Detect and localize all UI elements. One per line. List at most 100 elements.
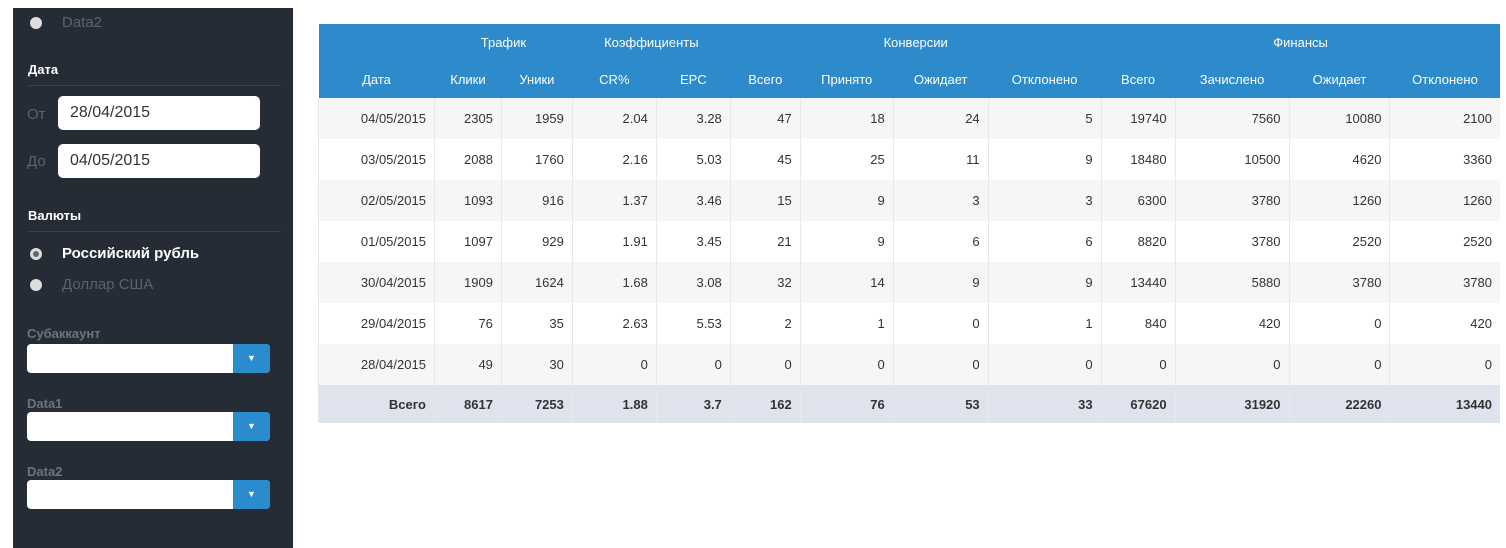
table-cell: 3.28: [655, 98, 731, 139]
table-cell: 6: [987, 221, 1102, 262]
table-cell: 0: [1389, 344, 1500, 385]
table-cell: 3780: [1174, 221, 1290, 262]
date-section-title: Дата: [28, 62, 281, 86]
radio-data2[interactable]: Data2: [30, 14, 102, 31]
column-header[interactable]: Отклонено: [988, 61, 1102, 98]
column-header[interactable]: Уники: [501, 61, 573, 98]
table-cell: 0: [571, 344, 657, 385]
table-cell: 1909: [433, 262, 502, 303]
table-cell: 1760: [500, 139, 573, 180]
column-header[interactable]: Принято: [800, 61, 894, 98]
radio-icon: [30, 16, 42, 29]
currency-section-title: Валюты: [28, 208, 281, 232]
table-cell: 1.68: [571, 262, 657, 303]
from-label: От: [27, 106, 46, 123]
chevron-down-icon[interactable]: ▼: [233, 412, 270, 441]
radio-usd[interactable]: Доллар США: [30, 276, 153, 293]
column-header[interactable]: Клики: [434, 61, 502, 98]
subaccount-label: Субаккаунт: [27, 326, 101, 341]
table-cell: 5: [987, 98, 1102, 139]
table-cell: 1624: [500, 262, 573, 303]
column-header[interactable]: EPC: [656, 61, 731, 98]
table-cell: 3780: [1174, 180, 1290, 221]
table-cell: 18480: [1100, 139, 1176, 180]
table-cell: 1: [987, 303, 1102, 344]
column-header[interactable]: Всего: [1101, 61, 1176, 98]
table-cell: 01/05/2015: [318, 221, 435, 262]
date-to-input[interactable]: 04/05/2015: [58, 144, 260, 178]
table-cell: 420: [1389, 303, 1500, 344]
total-row: Всего 8617 7253 1.88 3.7 162 76 53 33 67620 31920 2…: [318, 385, 1500, 423]
table-cell: 5.03: [655, 139, 731, 180]
table-cell: 0: [729, 344, 801, 385]
table-cell: 29/04/2015: [318, 303, 435, 344]
table-row: 01/05/2015 1097 929 1.91 3.45 21 9 6 6 8820 3780 25…: [318, 221, 1500, 262]
table-cell: 7253: [500, 385, 573, 423]
table-cell: 0: [655, 344, 731, 385]
table-cell: 3: [892, 180, 989, 221]
date-from-input[interactable]: 28/04/2015: [58, 96, 260, 130]
stats-table: Трафик Коэффициенты Конверсии Финансы Да…: [318, 24, 1500, 423]
column-header[interactable]: Ожидает: [893, 61, 989, 98]
table-cell: 25: [799, 139, 894, 180]
table-cell: 3780: [1288, 262, 1390, 303]
data1-select[interactable]: ▼: [27, 412, 270, 441]
table-cell: 49: [433, 344, 502, 385]
table-cell: 3.46: [655, 180, 731, 221]
radio-rub[interactable]: Российский рубль: [30, 245, 199, 262]
table-cell: 3: [987, 180, 1102, 221]
group-header-traffic: Трафик: [434, 24, 573, 61]
table-cell: 33: [987, 385, 1102, 423]
subaccount-select[interactable]: ▼: [27, 344, 270, 373]
table-cell: 45: [729, 139, 801, 180]
column-header[interactable]: Всего: [730, 61, 801, 98]
chevron-down-icon[interactable]: ▼: [233, 344, 270, 373]
table-cell: 6: [892, 221, 989, 262]
table-row: 02/05/2015 1093 916 1.37 3.46 15 9 3 3 6300 3780 12…: [318, 180, 1500, 221]
table-cell: 840: [1100, 303, 1176, 344]
table-cell: 19740: [1100, 98, 1176, 139]
table-cell: 1.88: [571, 385, 657, 423]
radio-label: Российский рубль: [62, 245, 200, 262]
table-cell: 8617: [433, 385, 502, 423]
table-cell: 0: [1100, 344, 1176, 385]
table-cell: 3.45: [655, 221, 731, 262]
table-cell: 2: [729, 303, 801, 344]
table-cell: 7560: [1174, 98, 1290, 139]
table-cell: 22260: [1288, 385, 1390, 423]
table-cell: 13440: [1389, 385, 1500, 423]
column-header[interactable]: Зачислено: [1175, 61, 1290, 98]
table-cell: 10500: [1174, 139, 1290, 180]
table-cell: 13440: [1100, 262, 1176, 303]
table-cell: 10080: [1288, 98, 1390, 139]
table-row: 28/04/2015 49 30 0 0 0 0 0 0 0 0 0 0: [318, 344, 1500, 385]
chevron-down-icon[interactable]: ▼: [233, 480, 270, 509]
group-header-finance: Финансы: [1101, 24, 1500, 61]
table-cell: 1959: [500, 98, 573, 139]
table-row: 29/04/2015 76 35 2.63 5.53 2 1 0 1 840 420 0 420: [318, 303, 1500, 344]
table-cell: 420: [1174, 303, 1290, 344]
column-header[interactable]: Ожидает: [1289, 61, 1390, 98]
column-header[interactable]: Дата: [318, 61, 435, 98]
table-cell: 1.91: [571, 221, 657, 262]
table-cell: 2305: [433, 98, 502, 139]
table-row: 04/05/2015 2305 1959 2.04 3.28 47 18 24 5 19740 75…: [318, 98, 1500, 139]
table-cell: 929: [500, 221, 573, 262]
table-cell: 2088: [433, 139, 502, 180]
table-cell: 1: [799, 303, 894, 344]
table-cell: 2520: [1288, 221, 1390, 262]
table-cell: 04/05/2015: [318, 98, 435, 139]
table-cell: 5880: [1174, 262, 1290, 303]
table-cell: 2.63: [571, 303, 657, 344]
table-cell: 30/04/2015: [318, 262, 435, 303]
table-cell: 0: [1288, 303, 1390, 344]
table-cell: 162: [729, 385, 801, 423]
table-cell: 53: [892, 385, 989, 423]
column-header[interactable]: Отклонено: [1389, 61, 1500, 98]
data1-label: Data1: [27, 396, 63, 411]
table-cell: 67620: [1100, 385, 1176, 423]
column-header[interactable]: CR%: [572, 61, 657, 98]
table-cell: 9: [987, 139, 1102, 180]
table-cell: 35: [500, 303, 573, 344]
data2-select[interactable]: ▼: [27, 480, 270, 509]
